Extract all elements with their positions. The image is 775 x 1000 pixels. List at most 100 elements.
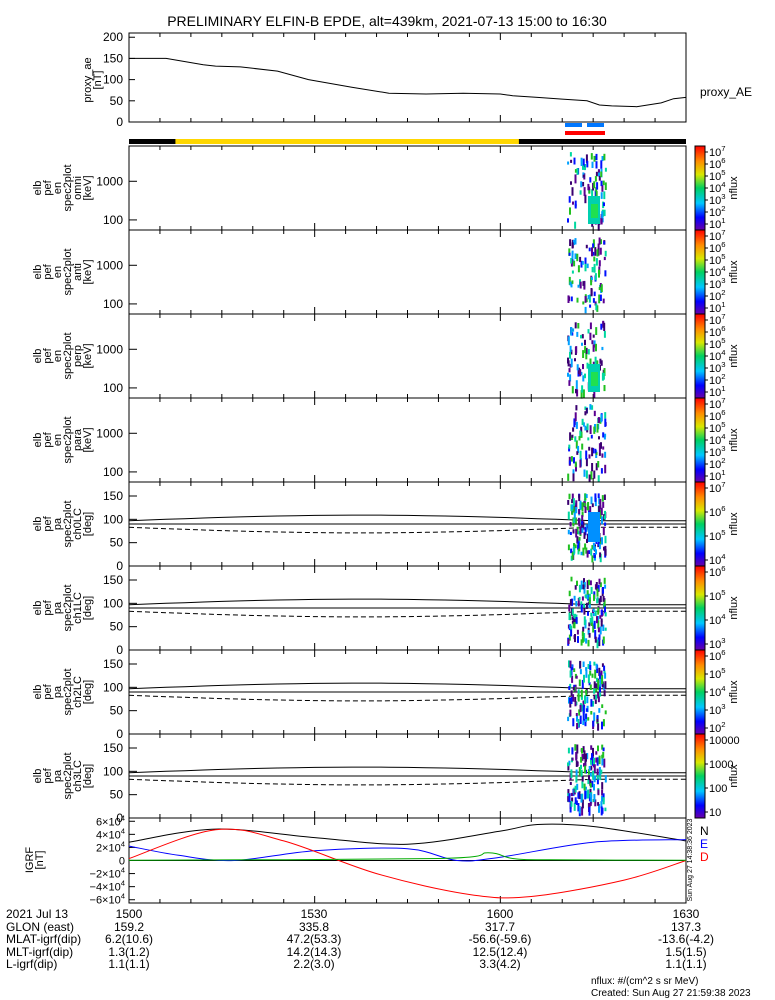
spec-pixel	[569, 531, 572, 535]
colorbar-tick-label: 1000	[709, 759, 733, 771]
colorbar-tick-label-exp: 3	[721, 360, 725, 369]
spec-pixel	[594, 247, 597, 256]
spec-pixel	[572, 239, 575, 246]
spec-pixel	[569, 699, 572, 708]
colorbar-tick-label: 104	[709, 552, 726, 567]
ae-y-tick-label: 100	[103, 73, 123, 87]
colorbar-tick-label-base: 10	[709, 459, 721, 471]
spec-pixel	[573, 618, 576, 624]
spec-pixel	[599, 505, 602, 510]
spec-pixel	[602, 501, 605, 508]
spec-pixel	[600, 284, 603, 293]
spec-pixel	[572, 201, 574, 205]
spec-pixel	[598, 804, 600, 813]
spec-pixel	[597, 584, 600, 591]
colorbar-tick-label-base: 10	[709, 183, 721, 195]
spec-pixel	[576, 783, 579, 790]
spec-pixel	[587, 769, 590, 775]
spec-pixel	[593, 694, 596, 700]
colorbar-tick-label-exp: 2	[721, 288, 725, 297]
spec-pixel	[598, 578, 601, 585]
spec-pixel	[579, 190, 582, 195]
spec-pixel	[600, 239, 602, 245]
spec-pixel	[578, 494, 581, 502]
spec-pixel	[584, 306, 587, 314]
colorbar-tick-label: 102	[709, 456, 726, 471]
colorbar-tick-label: 106	[709, 564, 726, 579]
spec-pixel	[568, 368, 571, 373]
spec-pixel	[604, 167, 607, 172]
spec-ylabel-2-line-4: perp	[72, 345, 84, 367]
spec-pixel	[589, 506, 592, 515]
colorbar-tick-label: 106	[709, 408, 726, 423]
orbit-row-value: 317.7	[484, 919, 516, 934]
spec-pixel	[590, 622, 593, 626]
colorbar	[694, 145, 706, 231]
igrf-legend-E: E	[700, 837, 708, 851]
spec-pixel	[581, 806, 584, 816]
ae-ylabel-line-0: proxy_ae	[82, 57, 94, 102]
spec-pixel	[572, 694, 575, 702]
colorbar-tick-label-base: 10	[709, 531, 721, 543]
spec-pixel	[601, 758, 604, 766]
spec-pixel	[601, 789, 604, 796]
spec-pixel	[601, 185, 604, 192]
spec-pixel	[567, 500, 570, 505]
spec-pixel	[571, 757, 574, 761]
spec-pixel	[604, 605, 606, 614]
spec-pixel	[599, 685, 601, 693]
colorbar-tick-label: 104	[709, 684, 726, 699]
spec-pixel	[575, 405, 578, 411]
spec-pixel	[570, 327, 573, 336]
spec-pixel	[598, 497, 601, 505]
spec-core-inner	[591, 204, 598, 218]
igrf-series-D	[128, 828, 687, 899]
spec-pixel	[567, 372, 569, 377]
colorbar-tick-label-base: 10	[709, 375, 721, 387]
igrf-y-tick-label-exp: 4	[121, 839, 126, 848]
spec-pixel	[585, 786, 587, 790]
spec-pixel	[592, 251, 595, 256]
spec-pixel	[580, 431, 583, 438]
spec-pixel	[590, 153, 593, 160]
spec-pixel	[574, 200, 577, 207]
spec-pixel	[589, 801, 592, 806]
spec-pixel	[604, 672, 607, 679]
spec-pixel	[581, 748, 583, 754]
igrf-y-tick-label-base: 2×10	[96, 842, 121, 854]
spec-pixel	[598, 708, 601, 713]
spec-pixel	[571, 504, 574, 510]
spec-pixel	[582, 746, 585, 753]
spec-pixel	[602, 587, 604, 594]
spec-pixel	[572, 328, 575, 332]
spec-pixel	[571, 797, 574, 802]
spec-pixel	[588, 579, 590, 586]
pa-y-tick-label: 0	[116, 559, 123, 573]
spec-pixel	[595, 171, 598, 177]
spec-pixel	[577, 693, 580, 700]
spec-pixel	[568, 252, 571, 256]
spec-pixel	[581, 443, 584, 450]
colorbar-tick-label: 100	[709, 783, 727, 795]
spec-pixel	[593, 620, 596, 629]
colorbar-tick-label-exp: 5	[721, 528, 725, 537]
spec-pixel	[570, 769, 573, 778]
spec-pixel	[596, 182, 599, 190]
spec-pixel	[593, 554, 596, 559]
spec-pixel	[598, 237, 601, 245]
spec-pixel	[571, 499, 574, 504]
spec-pixel	[568, 493, 571, 500]
spec-pixel	[601, 704, 604, 708]
spec-pixel	[582, 165, 584, 170]
orbit-row-value: 1.5(1.5)	[665, 944, 707, 959]
spec-pixel	[598, 638, 601, 647]
spec-pixel	[601, 217, 604, 223]
spec-pixel	[569, 281, 572, 286]
igrf-y-tick-label-exp: 4	[121, 813, 126, 822]
ae-y-tick-label: 0	[116, 115, 123, 129]
spec-pixel	[572, 504, 575, 513]
spec-pixel	[578, 679, 581, 687]
colorbar-tick-label-exp: 2	[721, 204, 725, 213]
spec-pixel	[595, 343, 597, 352]
